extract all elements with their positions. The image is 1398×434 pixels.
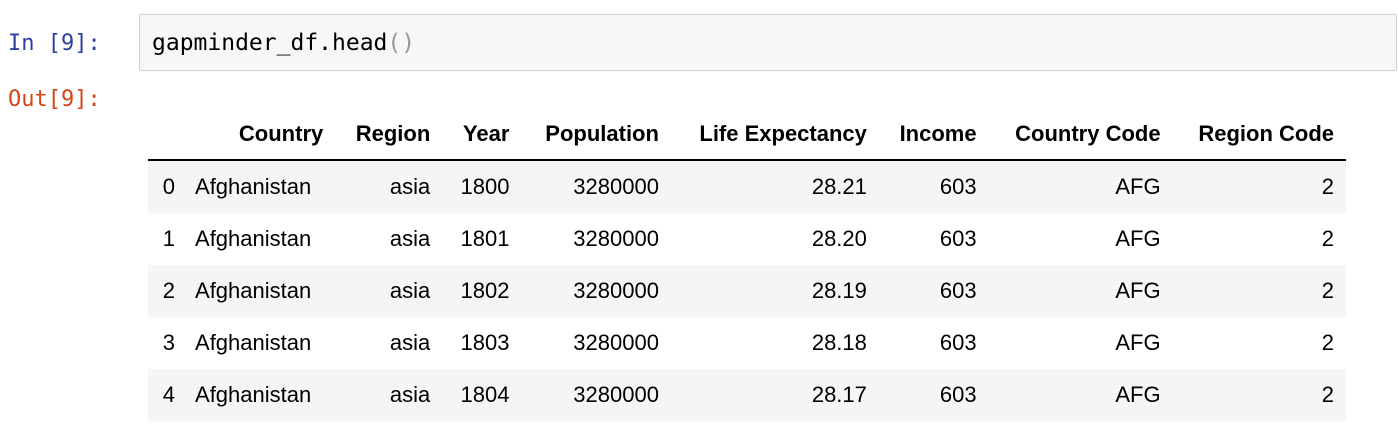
dataframe-output-table: Country Region Year Population Life Expe… [148, 109, 1346, 421]
cell-population: 3280000 [521, 213, 671, 265]
cell-income: 603 [878, 369, 989, 421]
input-prompt: In [9]: [8, 31, 101, 56]
cell-life-expectancy: 28.21 [670, 160, 879, 213]
cell-income: 603 [878, 213, 989, 265]
header-year: Year [442, 109, 522, 161]
cell-year: 1802 [442, 265, 522, 317]
cell-year: 1800 [442, 160, 522, 213]
cell-country: Afghanistan [183, 265, 336, 317]
cell-region: asia [335, 160, 443, 213]
table-row: 0 Afghanistan asia 1800 3280000 28.21 60… [148, 160, 1346, 213]
cell-income: 603 [878, 160, 989, 213]
cell-region: asia [335, 317, 443, 369]
cell-life-expectancy: 28.19 [670, 265, 879, 317]
cell-region: asia [335, 369, 443, 421]
cell-region-code: 2 [1172, 213, 1346, 265]
cell-income: 603 [878, 265, 989, 317]
header-life-expectancy: Life Expectancy [670, 109, 879, 161]
cell-country: Afghanistan [183, 213, 336, 265]
table-row: 3 Afghanistan asia 1803 3280000 28.18 60… [148, 317, 1346, 369]
cell-country: Afghanistan [183, 369, 336, 421]
table-header-row: Country Region Year Population Life Expe… [148, 109, 1346, 161]
cell-year: 1803 [442, 317, 522, 369]
cell-index: 0 [148, 160, 184, 213]
code-line[interactable]: gapminder_df.head() [152, 30, 415, 56]
cell-country-code: AFG [988, 213, 1173, 265]
table-row: 2 Afghanistan asia 1802 3280000 28.19 60… [148, 265, 1346, 317]
header-country-code: Country Code [988, 109, 1173, 161]
cell-country: Afghanistan [183, 160, 336, 213]
cell-country-code: AFG [988, 265, 1173, 317]
cell-country: Afghanistan [183, 317, 336, 369]
code-text: gapminder_df.head [152, 30, 388, 56]
cell-life-expectancy: 28.18 [670, 317, 879, 369]
cell-year: 1804 [442, 369, 522, 421]
header-population: Population [521, 109, 671, 161]
cell-region: asia [335, 213, 443, 265]
cell-index: 3 [148, 317, 184, 369]
cell-income: 603 [878, 317, 989, 369]
header-region: Region [335, 109, 443, 161]
header-income: Income [878, 109, 989, 161]
cell-life-expectancy: 28.17 [670, 369, 879, 421]
cell-region-code: 2 [1172, 160, 1346, 213]
cell-country-code: AFG [988, 160, 1173, 213]
cell-index: 4 [148, 369, 184, 421]
code-input-area[interactable]: gapminder_df.head() [139, 14, 1397, 71]
header-country: Country [183, 109, 336, 161]
header-index [148, 109, 184, 161]
cell-country-code: AFG [988, 317, 1173, 369]
cell-region: asia [335, 265, 443, 317]
cell-region-code: 2 [1172, 369, 1346, 421]
cell-year: 1801 [442, 213, 522, 265]
cell-country-code: AFG [988, 369, 1173, 421]
cell-population: 3280000 [521, 265, 671, 317]
cell-population: 3280000 [521, 317, 671, 369]
table-row: 4 Afghanistan asia 1804 3280000 28.17 60… [148, 369, 1346, 421]
header-region-code: Region Code [1172, 109, 1346, 161]
cell-region-code: 2 [1172, 317, 1346, 369]
cell-region-code: 2 [1172, 265, 1346, 317]
cell-life-expectancy: 28.20 [670, 213, 879, 265]
output-prompt: Out[9]: [8, 87, 101, 112]
table-row: 1 Afghanistan asia 1801 3280000 28.20 60… [148, 213, 1346, 265]
cell-population: 3280000 [521, 160, 671, 213]
code-parens: () [387, 30, 416, 56]
cell-index: 2 [148, 265, 184, 317]
cell-index: 1 [148, 213, 184, 265]
cell-population: 3280000 [521, 369, 671, 421]
